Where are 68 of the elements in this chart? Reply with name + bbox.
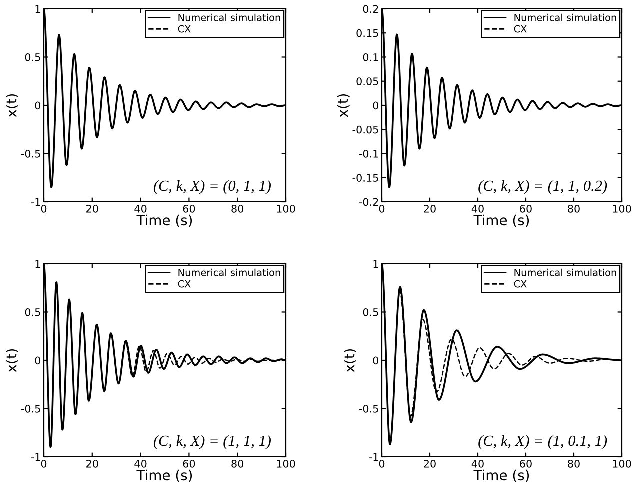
annotation: (C, k, X) = (1, 0.1, 1)	[478, 435, 608, 450]
y-tick-label: -0.05	[352, 126, 378, 134]
x-tick-label: 0	[41, 204, 47, 213]
y-tick-label: 0.5	[25, 308, 40, 316]
y-tick-label: 0	[373, 102, 379, 110]
legend-label: CX	[514, 280, 527, 288]
y-tick-label: -0.5	[21, 150, 40, 158]
annotation: (C, k, X) = (1, 1, 1)	[154, 435, 272, 450]
y-tick-label: 0	[35, 102, 41, 110]
y-tick-label: -0.5	[21, 404, 40, 413]
y-tick-label: 1	[36, 5, 40, 13]
x-tick-label: 80	[568, 460, 580, 468]
legend-label: Numerical simulation	[178, 268, 280, 276]
legend-label: CX	[178, 280, 191, 288]
x-tick-label: 40	[472, 204, 484, 213]
y-tick-label: -0.2	[359, 198, 378, 206]
x-tick-label: 60	[183, 204, 196, 213]
y-tick-label: -0.1	[359, 150, 378, 158]
legend-label: CX	[178, 25, 191, 33]
y-tick-label: -1	[31, 198, 40, 206]
y-tick-label: 1	[374, 260, 378, 268]
annotation: (C, k, X) = (1, 1, 0.2)	[478, 180, 608, 194]
x-tick-label: 100	[277, 204, 296, 213]
legend-label: Numerical simulation	[514, 14, 616, 22]
y-tick-label: 0	[35, 356, 41, 365]
legend-label: Numerical simulation	[514, 268, 616, 276]
x-tick-label: 20	[424, 204, 436, 213]
y-tick-label: 0.2	[363, 5, 378, 14]
y-tick-label: -1	[369, 453, 378, 461]
x-tick-label: 20	[86, 460, 98, 468]
x-tick-label: 80	[232, 460, 244, 468]
y-tick-label: 0.5	[25, 53, 40, 62]
x-tick-label: 80	[568, 204, 580, 213]
x-tick-label: 40	[134, 460, 147, 468]
x-axis-title: Time (s)	[474, 214, 530, 228]
x-tick-label: 40	[472, 460, 484, 468]
y-tick-label: 0.15	[356, 29, 378, 38]
y-axis-title: x(t)	[6, 349, 18, 372]
legend-label: Numerical simulation	[178, 14, 280, 22]
annotation: (C, k, X) = (0, 1, 1)	[154, 180, 272, 194]
x-axis-title: Time (s)	[136, 470, 192, 482]
x-tick-label: 60	[520, 460, 532, 468]
y-axis-title: x(t)	[6, 94, 18, 118]
y-tick-label: 0.5	[363, 308, 378, 316]
y-tick-label: 0.1	[363, 53, 378, 62]
y-tick-label: -1	[31, 453, 40, 461]
x-tick-label: 100	[613, 204, 632, 213]
x-tick-label: 20	[424, 460, 436, 468]
y-tick-label: -0.15	[352, 174, 378, 182]
x-axis-title: Time (s)	[136, 214, 192, 228]
y-tick-label: -0.5	[359, 404, 378, 413]
x-tick-label: 0	[379, 204, 385, 213]
x-axis-title: Time (s)	[474, 470, 530, 482]
y-axis-title: x(t)	[337, 94, 350, 118]
y-tick-label: 0.05	[356, 78, 378, 86]
y-axis-title: x(t)	[344, 349, 356, 372]
x-tick-label: 40	[134, 204, 147, 213]
legend-label: CX	[514, 25, 527, 33]
x-tick-label: 60	[183, 460, 196, 468]
x-tick-label: 100	[613, 460, 632, 468]
x-tick-label: 20	[86, 204, 98, 213]
x-tick-label: 60	[520, 204, 532, 213]
x-tick-label: 80	[232, 204, 244, 213]
x-tick-label: 100	[277, 460, 296, 468]
x-tick-label: 0	[379, 460, 385, 468]
y-tick-label: 1	[36, 260, 40, 268]
x-tick-label: 0	[41, 460, 47, 468]
y-tick-label: 0	[373, 356, 379, 365]
